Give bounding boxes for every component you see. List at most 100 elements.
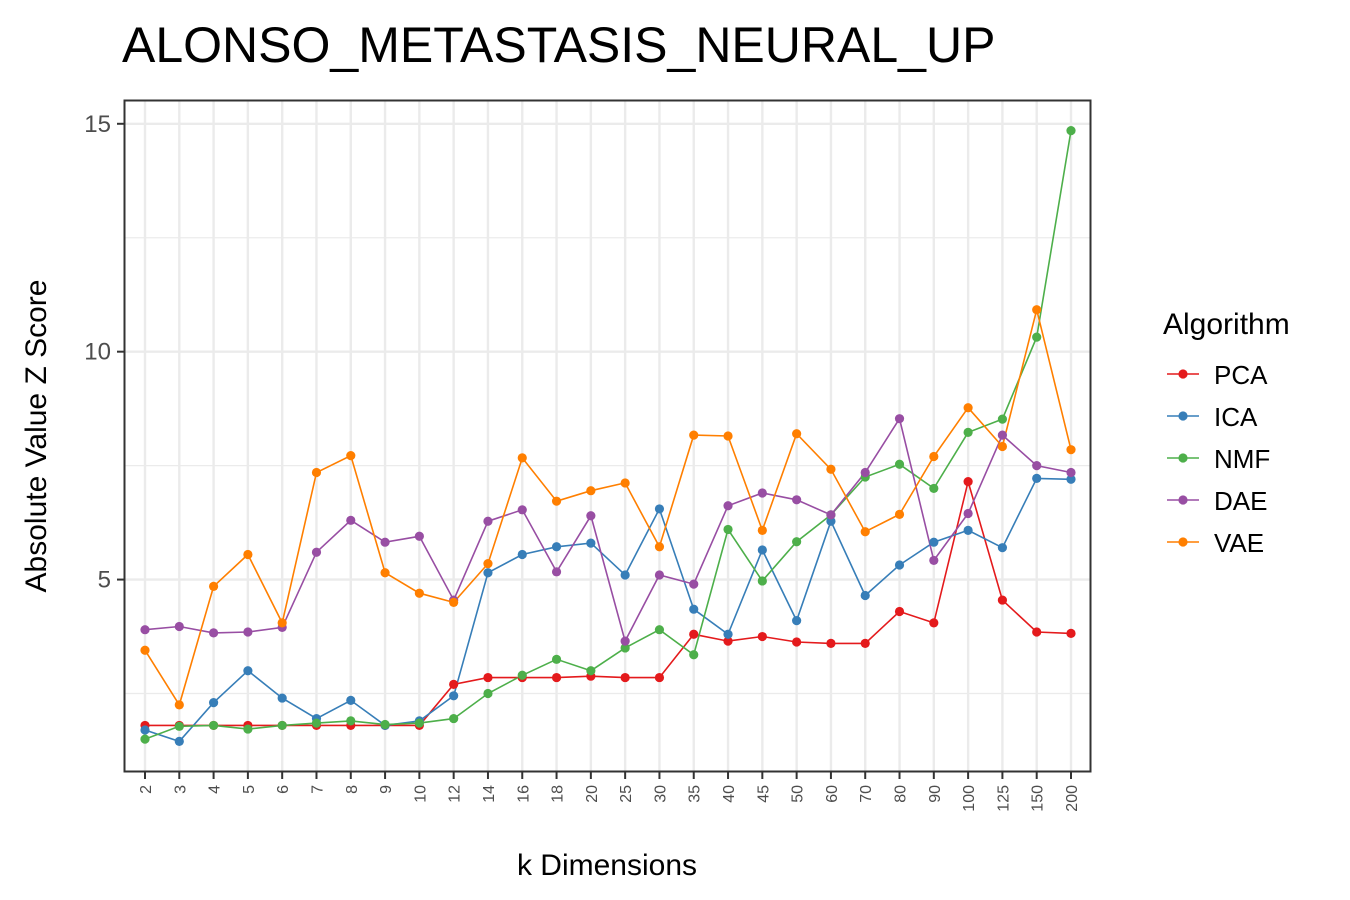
x-tick-label: 80	[893, 785, 910, 803]
data-point-dae	[551, 567, 562, 577]
data-point-ica	[140, 725, 150, 735]
data-point-ica	[963, 525, 973, 535]
data-point-nmf	[929, 483, 939, 494]
x-tick-label: 40	[721, 785, 738, 803]
data-point-ica	[654, 504, 665, 514]
data-point-dae	[929, 555, 939, 566]
x-tick-label: 90	[927, 785, 944, 803]
data-point-vae	[689, 430, 699, 440]
data-point-ica	[997, 543, 1008, 553]
data-point-vae	[620, 478, 630, 488]
data-point-vae	[586, 486, 596, 496]
x-tick-label: 3	[172, 785, 189, 794]
data-point-dae	[997, 430, 1008, 440]
data-point-nmf	[277, 720, 287, 731]
data-point-dae	[689, 579, 699, 589]
data-point-nmf	[208, 720, 219, 731]
data-point-nmf	[1032, 332, 1042, 342]
data-point-vae	[311, 467, 322, 478]
data-point-nmf	[311, 718, 322, 728]
x-tick-label: 12	[447, 785, 464, 803]
data-point-ica	[894, 560, 905, 570]
data-point-pca	[654, 672, 665, 683]
y-tick-label: 5	[98, 567, 111, 594]
data-point-vae	[860, 527, 870, 537]
data-point-pca	[551, 672, 562, 683]
data-point-vae	[929, 451, 939, 462]
data-point-ica	[1066, 474, 1076, 484]
data-point-vae	[894, 509, 905, 519]
data-point-nmf	[449, 713, 459, 724]
data-point-dae	[894, 414, 905, 424]
data-point-vae	[243, 549, 253, 560]
data-point-vae	[826, 464, 836, 474]
data-point-pca	[963, 476, 973, 487]
x-axis: 2 3 4 5 6 7 8 9 10 12 14 16 18 20 25 30 35 40 45 50 60 70 80 90…	[138, 771, 1081, 812]
data-point-nmf	[140, 734, 150, 744]
data-point-dae	[792, 495, 802, 505]
y-tick-label: 10	[84, 339, 111, 366]
data-point-ica	[483, 568, 493, 578]
plot-panel-border	[123, 99, 1092, 773]
legend-label-dae: DAE	[1214, 486, 1267, 516]
series-line-pca	[145, 478, 1072, 727]
legend: Algorithm PCA ICA NMF DAE VAE	[1163, 308, 1290, 558]
legend-label-ica: ICA	[1214, 402, 1258, 432]
data-point-vae	[346, 450, 356, 461]
data-point-ica	[1032, 473, 1042, 483]
series-lines	[144, 130, 1072, 743]
data-point-vae	[792, 429, 802, 439]
data-point-ica	[586, 538, 596, 548]
data-point-dae	[208, 628, 219, 638]
data-point-nmf	[620, 643, 630, 653]
data-point-vae	[174, 700, 184, 710]
data-point-ica	[620, 570, 630, 580]
data-point-vae	[449, 597, 459, 607]
data-point-nmf	[380, 719, 390, 730]
data-point-dae	[311, 547, 322, 557]
legend-key-point-pca	[1178, 369, 1188, 379]
legend-label-vae: VAE	[1214, 528, 1264, 558]
data-point-vae	[483, 559, 493, 569]
data-point-dae	[346, 515, 356, 525]
chart-title: ALONSO_METASTASIS_NEURAL_UP	[122, 17, 995, 73]
legend-key-point-dae	[1178, 495, 1188, 505]
x-tick-label: 7	[309, 785, 326, 794]
y-axis-title: Absolute Value Z Score	[20, 280, 53, 593]
data-point-nmf	[483, 688, 493, 699]
data-point-dae	[826, 510, 836, 520]
data-point-ica	[243, 666, 253, 676]
data-point-nmf	[517, 670, 527, 680]
data-point-vae	[277, 618, 287, 628]
data-point-pca	[723, 636, 733, 646]
x-axis-title: k Dimensions	[517, 849, 697, 882]
x-tick-label: 6	[275, 785, 292, 794]
grid	[125, 101, 1090, 771]
data-point-nmf	[654, 625, 665, 635]
data-point-pca	[792, 637, 802, 647]
legend-key-point-ica	[1178, 411, 1188, 421]
legend-label-nmf: NMF	[1214, 444, 1270, 474]
data-point-nmf	[243, 724, 253, 734]
data-point-dae	[757, 488, 767, 498]
x-tick-label: 60	[824, 785, 841, 803]
data-point-ica	[277, 693, 287, 703]
x-tick-label: 30	[652, 785, 669, 803]
series-line-ica	[144, 477, 1072, 743]
data-point-ica	[449, 691, 459, 701]
data-point-vae	[997, 441, 1008, 452]
x-tick-label: 200	[1064, 785, 1081, 812]
data-point-nmf	[346, 716, 356, 726]
data-point-pca	[997, 595, 1008, 605]
x-tick-label: 2	[138, 785, 155, 794]
data-point-dae	[860, 467, 870, 478]
data-point-nmf	[551, 654, 562, 664]
series-line-vae	[144, 309, 1072, 707]
data-point-pca	[483, 672, 493, 683]
data-point-vae	[140, 645, 150, 655]
x-tick-label: 14	[481, 785, 498, 803]
x-tick-label: 125	[995, 785, 1012, 812]
data-point-ica	[826, 516, 836, 526]
x-tick-label: 35	[687, 785, 704, 803]
